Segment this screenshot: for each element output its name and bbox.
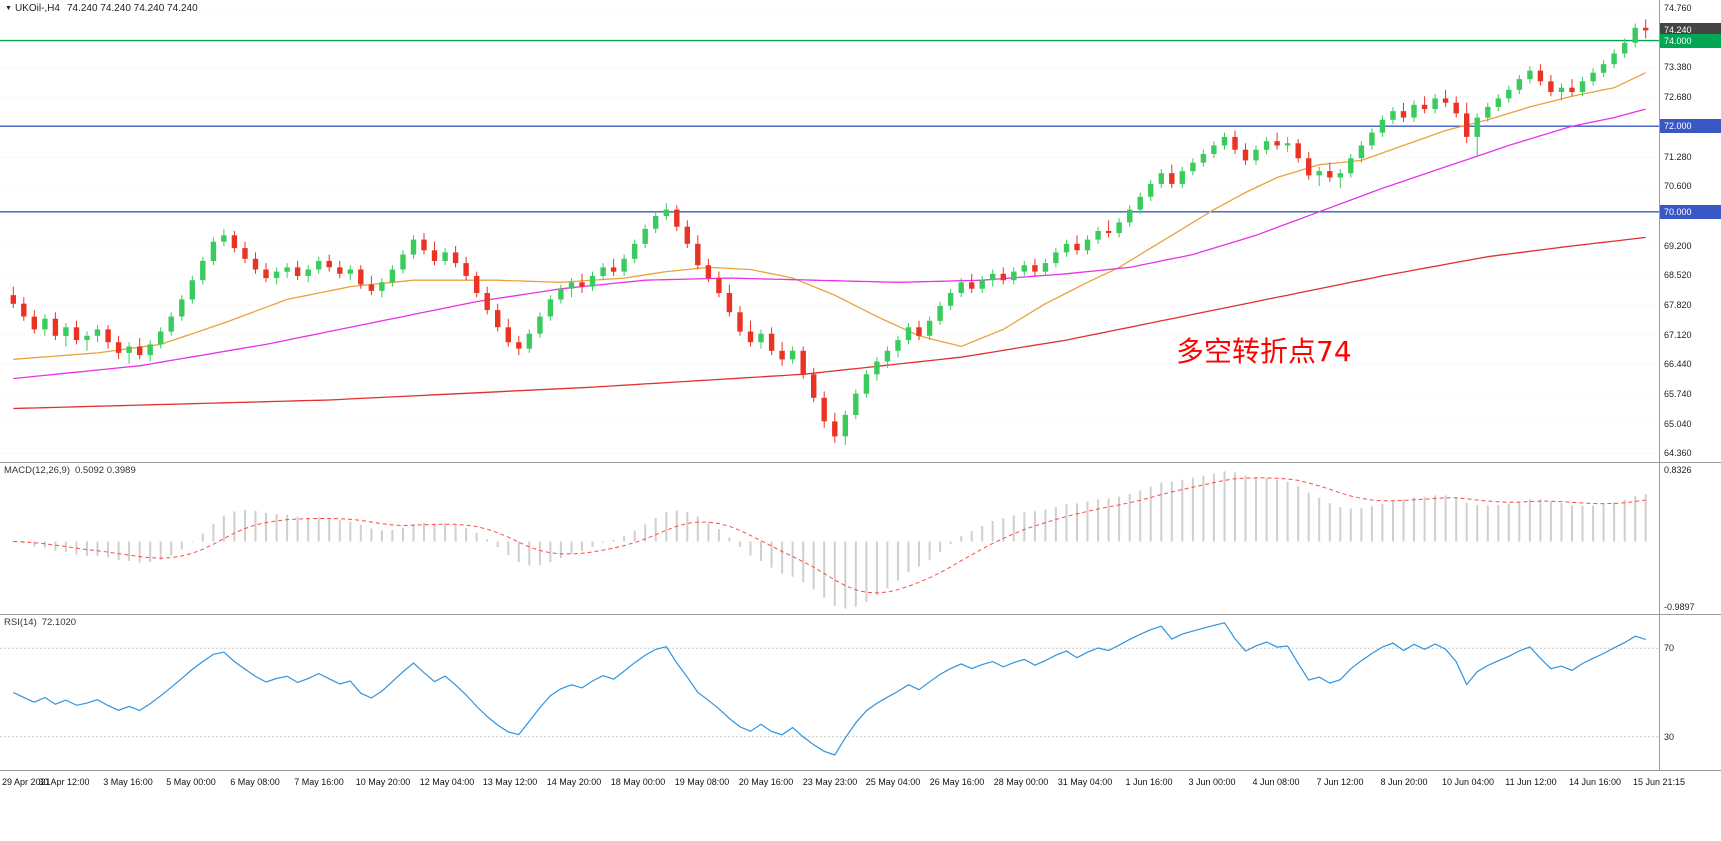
time-axis-label: 7 Jun 12:00 bbox=[1316, 777, 1364, 787]
macd-name: MACD(12,26,9) bbox=[4, 465, 70, 476]
rsi-plot: RSI(14) 72.1020 bbox=[0, 615, 1659, 770]
time-axis-label: 25 May 04:00 bbox=[865, 777, 921, 787]
macd-axis-min-label: -0.9897 bbox=[1664, 602, 1695, 612]
rsi-indicator-label: RSI(14) 72.1020 bbox=[4, 617, 81, 628]
price-tick-label: 65.040 bbox=[1664, 419, 1692, 429]
time-axis[interactable]: 29 Apr 2021 30 Apr 12:00 3 May 16:00 5 May … bbox=[0, 770, 1721, 799]
time-axis-label: 28 May 00:00 bbox=[993, 777, 1049, 787]
price-tick-label: 65.740 bbox=[1664, 389, 1692, 399]
rsi-panel: RSI(14) 72.1020 70 30 bbox=[0, 614, 1721, 770]
price-tick-label: 71.280 bbox=[1664, 152, 1692, 162]
time-axis-label: 7 May 16:00 bbox=[294, 777, 344, 787]
time-axis-label: 3 May 16:00 bbox=[103, 777, 153, 787]
time-axis-label: 26 May 16:00 bbox=[929, 777, 985, 787]
price-tick-label: 73.380 bbox=[1664, 62, 1692, 72]
macd-axis[interactable]: 0.8326 -0.9897 bbox=[1659, 463, 1721, 614]
price-badge: 74.240 bbox=[1660, 23, 1721, 37]
main-chart-canvas[interactable] bbox=[0, 0, 1659, 462]
price-tick-label: 69.200 bbox=[1664, 241, 1692, 251]
time-axis-label: 19 May 08:00 bbox=[674, 777, 730, 787]
time-axis-label: 8 Jun 20:00 bbox=[1380, 777, 1428, 787]
rsi-level-label: 30 bbox=[1664, 732, 1675, 742]
macd-panel: MACD(12,26,9) 0.5092 0.3989 0.8326 -0.989… bbox=[0, 462, 1721, 614]
time-axis-label: 31 May 04:00 bbox=[1057, 777, 1113, 787]
macd-chart-canvas[interactable] bbox=[0, 463, 1659, 614]
price-badge: 70.000 bbox=[1660, 205, 1721, 219]
symbol-timeframe-label: UKOil-,H4 bbox=[14, 3, 60, 14]
price-badge: 72.000 bbox=[1660, 119, 1721, 133]
main-chart-panel: ▼ UKOil-,H4 74.240 74.240 74.240 74.240 多空… bbox=[0, 0, 1721, 462]
price-tick-label: 70.600 bbox=[1664, 181, 1692, 191]
time-axis-label: 1 Jun 16:00 bbox=[1125, 777, 1173, 787]
rsi-name: RSI(14) bbox=[4, 617, 37, 628]
price-tick-label: 67.820 bbox=[1664, 300, 1692, 310]
macd-axis-max-label: 0.8326 bbox=[1664, 465, 1692, 475]
price-annotation-text: 多空转折点74 bbox=[1176, 335, 1352, 368]
price-tick-label: 68.520 bbox=[1664, 270, 1692, 280]
macd-plot: MACD(12,26,9) 0.5092 0.3989 bbox=[0, 463, 1659, 614]
time-axis-label: 13 May 12:00 bbox=[482, 777, 538, 787]
collapse-triangle-icon[interactable]: ▼ bbox=[5, 5, 12, 12]
time-axis-label: 18 May 00:00 bbox=[610, 777, 666, 787]
price-tick-label: 72.680 bbox=[1664, 92, 1692, 102]
macd-values: 0.5092 0.3989 bbox=[75, 465, 136, 476]
time-axis-label: 30 Apr 12:00 bbox=[38, 777, 90, 787]
time-axis-label: 6 May 08:00 bbox=[230, 777, 280, 787]
price-tick-label: 74.760 bbox=[1664, 3, 1692, 13]
time-axis-label: 4 Jun 08:00 bbox=[1252, 777, 1300, 787]
time-axis-label: 10 May 20:00 bbox=[355, 777, 411, 787]
price-tick-label: 66.440 bbox=[1664, 359, 1692, 369]
chart-title: ▼ UKOil-,H4 74.240 74.240 74.240 74.240 bbox=[5, 3, 198, 14]
time-axis-label: 15 Jun 21:15 bbox=[1632, 777, 1686, 787]
time-axis-label: 23 May 23:00 bbox=[802, 777, 858, 787]
main-chart-plot: ▼ UKOil-,H4 74.240 74.240 74.240 74.240 多空… bbox=[0, 0, 1659, 462]
price-axis[interactable]: 74.760 73.380 72.680 71.280 70.600 69.200 68.5… bbox=[1659, 0, 1721, 462]
rsi-value: 72.1020 bbox=[41, 617, 77, 628]
time-axis-label: 11 Jun 12:00 bbox=[1505, 777, 1557, 787]
time-axis-label: 29 Apr 2021 bbox=[2, 777, 51, 787]
price-tick-label: 64.360 bbox=[1664, 448, 1692, 458]
time-axis-label: 20 May 16:00 bbox=[738, 777, 794, 787]
macd-indicator-label: MACD(12,26,9) 0.5092 0.3989 bbox=[4, 465, 141, 476]
rsi-level-label: 70 bbox=[1664, 643, 1675, 653]
rsi-chart-canvas[interactable] bbox=[0, 615, 1659, 770]
price-tick-label: 67.120 bbox=[1664, 330, 1692, 340]
time-axis-label: 14 May 20:00 bbox=[546, 777, 602, 787]
time-axis-label: 12 May 04:00 bbox=[419, 777, 475, 787]
time-axis-label: 10 Jun 04:00 bbox=[1441, 777, 1495, 787]
time-axis-label: 5 May 00:00 bbox=[166, 777, 216, 787]
time-axis-label: 14 Jun 16:00 bbox=[1568, 777, 1622, 787]
price-badge: 74.000 bbox=[1660, 34, 1721, 48]
ohlc-values: 74.240 74.240 74.240 74.240 bbox=[66, 3, 198, 14]
time-axis-label: 3 Jun 00:00 bbox=[1188, 777, 1236, 787]
rsi-axis[interactable]: 70 30 bbox=[1659, 615, 1721, 770]
